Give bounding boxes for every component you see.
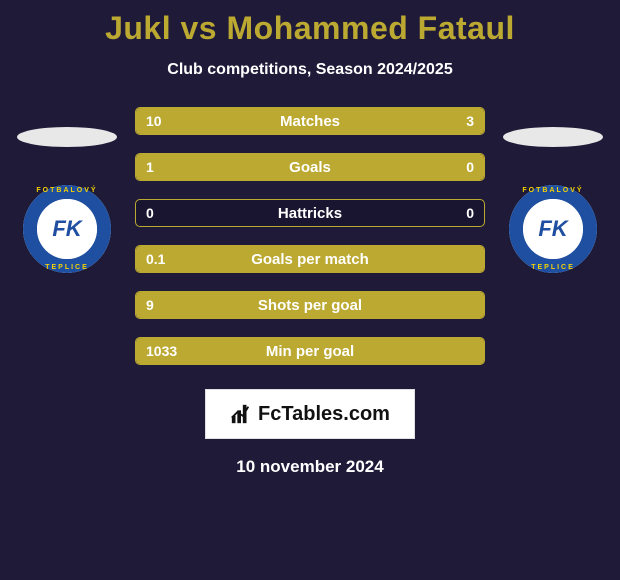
stat-label: Hattricks	[136, 200, 484, 226]
page-title: Jukl vs Mohammed Fataul	[0, 0, 620, 47]
stat-value-left: 0	[146, 200, 154, 226]
stat-row: Goals1 0	[135, 153, 485, 181]
footer-date: 10 november 2024	[0, 457, 620, 477]
brand-text: FcTables.com	[258, 403, 390, 426]
club-inner: FK	[523, 199, 583, 259]
stat-row: Shots per goal9	[135, 291, 485, 319]
stat-label: Min per goal	[136, 338, 484, 364]
stat-row: Hattricks0 0	[135, 199, 485, 227]
stat-row: Goals per match0.1	[135, 245, 485, 273]
stat-row: Min per goal1033	[135, 337, 485, 365]
bars-icon	[230, 403, 252, 425]
club-ring-top-text: FOTBALOVÝ	[509, 187, 597, 194]
stat-row: Matches10 3	[135, 107, 485, 135]
club-initials: FK	[52, 216, 81, 242]
stat-value-right: 0	[466, 200, 474, 226]
stat-value-right: 3	[466, 108, 474, 134]
comparison-panel: FOTBALOVÝ TEPLICE FK Matches103Goals10Ha…	[0, 107, 620, 383]
stat-label: Shots per goal	[136, 292, 484, 318]
stat-value-left: 10	[146, 108, 162, 134]
club-logo-right: FOTBALOVÝ TEPLICE FK	[509, 185, 597, 273]
stat-value-left: 9	[146, 292, 154, 318]
stats-bars: Matches103Goals10Hattricks00Goals per ma…	[135, 107, 485, 383]
brand-badge: FcTables.com	[205, 389, 415, 439]
stat-value-right: 0	[466, 154, 474, 180]
club-ring-bottom-text: TEPLICE	[509, 264, 597, 271]
club-inner: FK	[37, 199, 97, 259]
stat-value-left: 1	[146, 154, 154, 180]
page-subtitle: Club competitions, Season 2024/2025	[0, 61, 620, 79]
stat-value-left: 1033	[146, 338, 177, 364]
club-logo-left: FOTBALOVÝ TEPLICE FK	[23, 185, 111, 273]
stat-label: Matches	[136, 108, 484, 134]
club-ring-top-text: FOTBALOVÝ	[23, 187, 111, 194]
player-right-column: FOTBALOVÝ TEPLICE FK	[503, 107, 603, 273]
player-left-avatar-placeholder	[17, 127, 117, 147]
player-left-column: FOTBALOVÝ TEPLICE FK	[17, 107, 117, 273]
club-ring-bottom-text: TEPLICE	[23, 264, 111, 271]
player-right-avatar-placeholder	[503, 127, 603, 147]
stat-label: Goals per match	[136, 246, 484, 272]
club-initials: FK	[538, 216, 567, 242]
stat-value-left: 0.1	[146, 246, 165, 272]
stat-label: Goals	[136, 154, 484, 180]
